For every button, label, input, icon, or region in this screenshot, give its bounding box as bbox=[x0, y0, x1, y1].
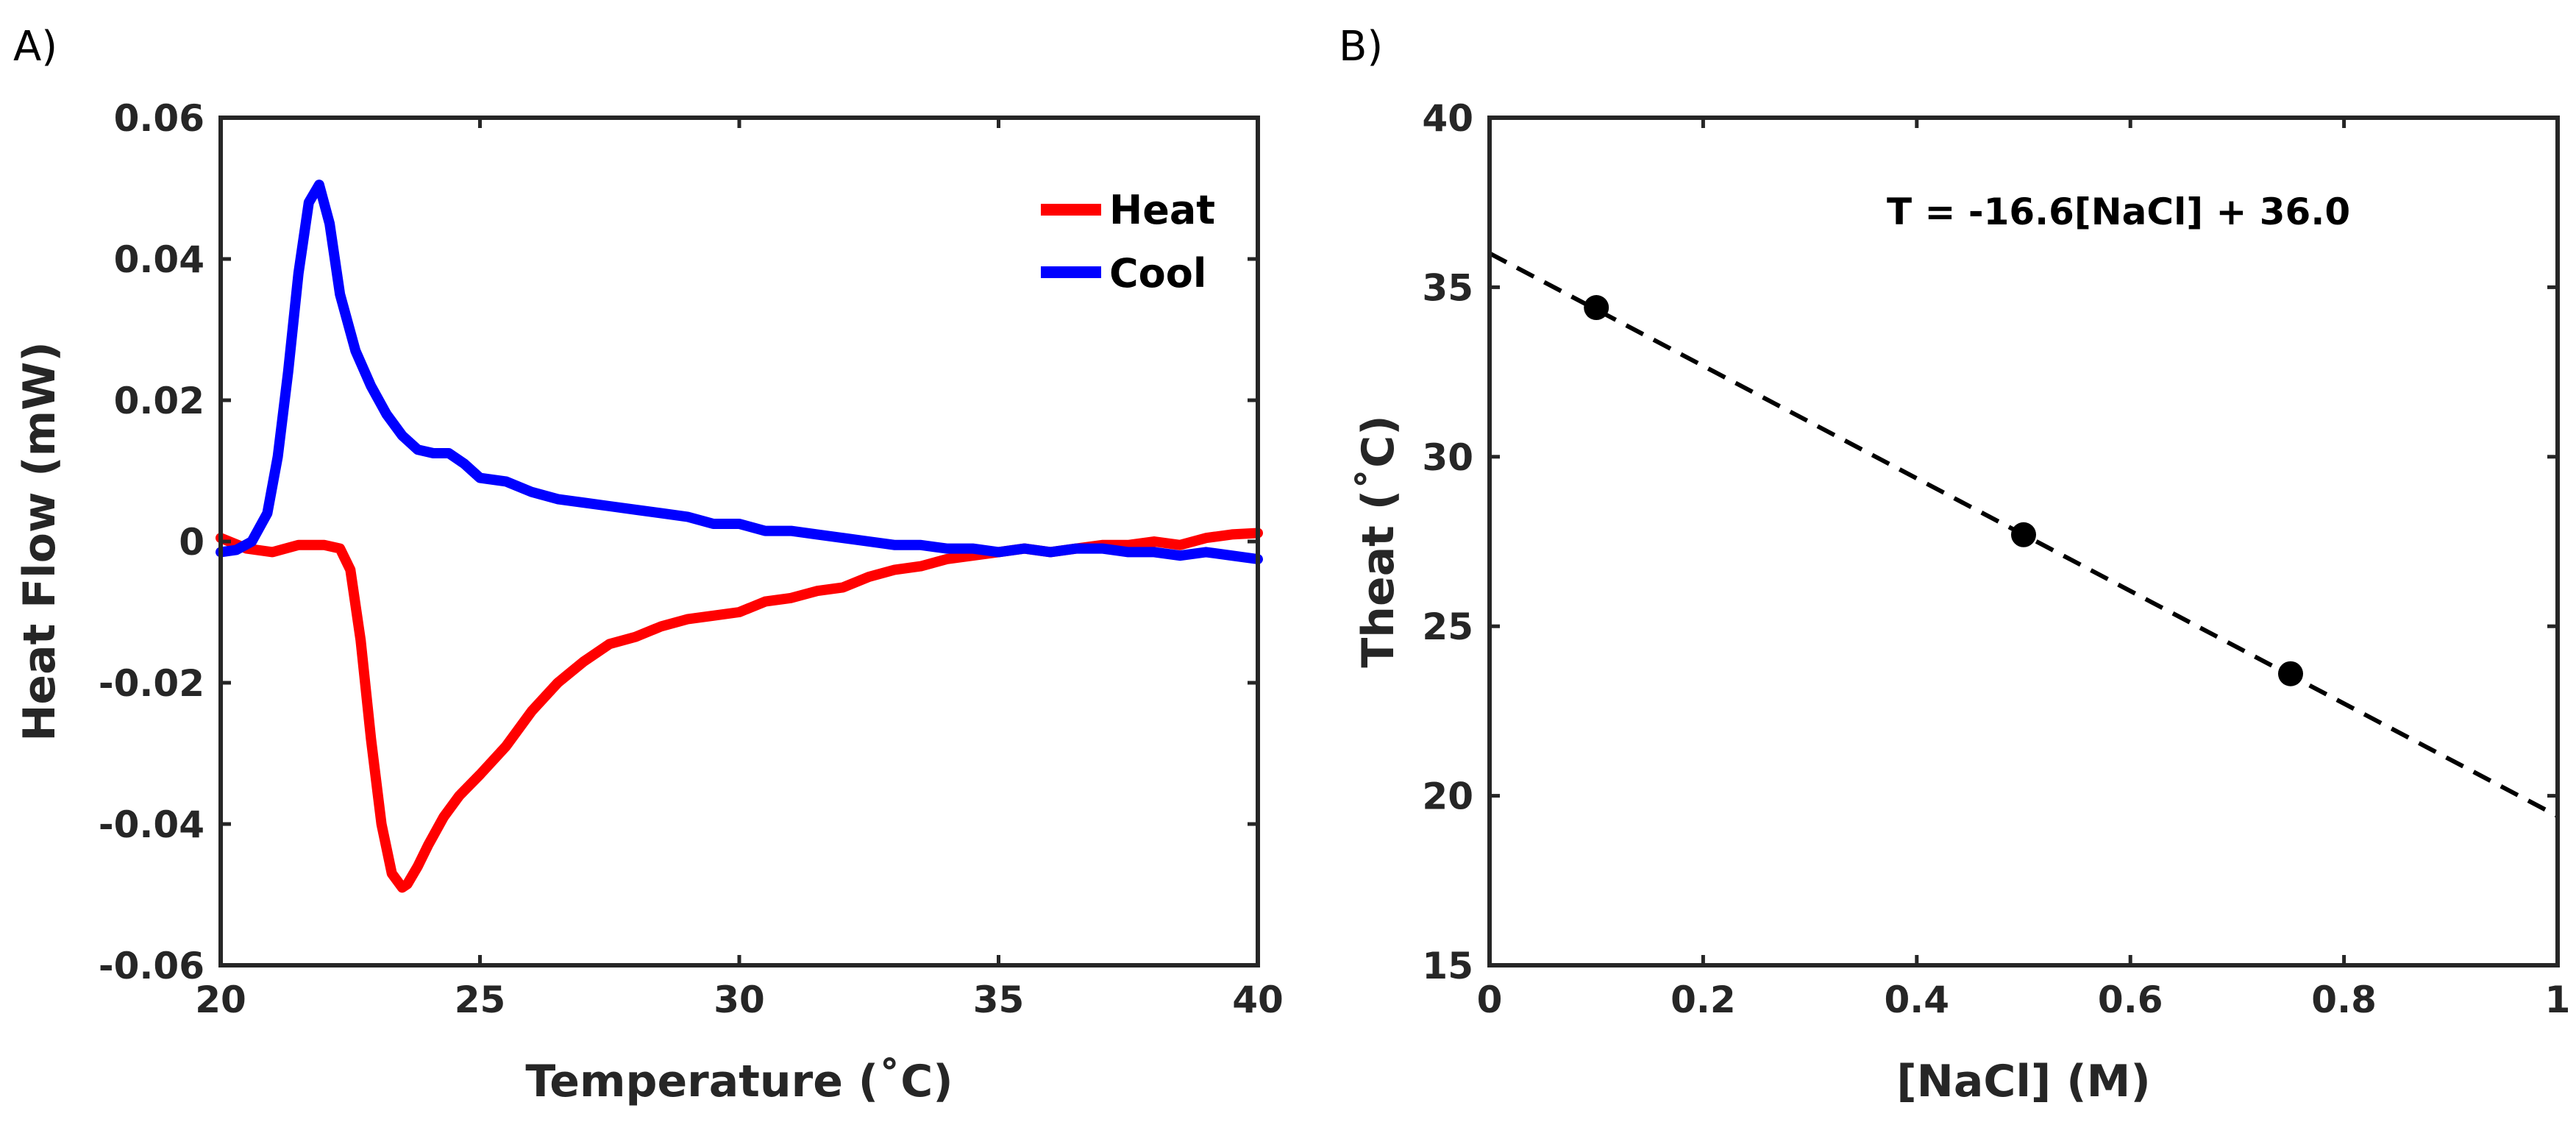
panel-b-x-tick-label: 0.6 bbox=[2098, 979, 2163, 1021]
series-line-cool bbox=[216, 180, 1263, 564]
panel-a-x-tick-label: 35 bbox=[973, 979, 1025, 1021]
panel-b-x-tick-label: 0 bbox=[1477, 979, 1503, 1021]
fit-equation-annotation: T = -16.6[NaCl] + 36.0 bbox=[1887, 191, 2350, 233]
panel-a-y-tick-label: -0.06 bbox=[99, 945, 204, 987]
panel-b-axes-box bbox=[1487, 116, 2560, 967]
panel-b-x-tick-label: 1 bbox=[2545, 979, 2571, 1021]
panel-b-y-ticks: 15 20 25 30 35 40 bbox=[1422, 97, 2558, 987]
panel-a-y-tick-label: -0.02 bbox=[99, 662, 204, 705]
panel-a-legend: Heat Cool bbox=[1041, 187, 1215, 297]
panel-b-points-group bbox=[1584, 295, 2303, 686]
panel-a-series-group bbox=[216, 180, 1263, 893]
panel-a-label: A) bbox=[13, 23, 57, 71]
panel-b-y-tick-label: 40 bbox=[1422, 97, 1473, 140]
panel-a-x-ticks: 20 25 30 35 40 bbox=[195, 118, 1284, 1021]
panel-b-x-axis-label: [NaCl] (M) bbox=[1896, 1056, 2151, 1107]
data-point bbox=[1584, 295, 1609, 321]
panel-a-y-tick-label: 0.04 bbox=[114, 238, 204, 281]
panel-b-label: B) bbox=[1339, 23, 1383, 71]
panel-a-y-tick-label: -0.04 bbox=[99, 803, 204, 846]
panel-a-y-axis-label: Heat Flow (mW) bbox=[14, 341, 65, 742]
panel-b-y-axis-label: Theat (˚C) bbox=[1353, 415, 1404, 667]
panel-a-x-tick-label: 40 bbox=[1232, 979, 1284, 1021]
panel-a-x-tick-label: 25 bbox=[455, 979, 506, 1021]
panel-a-x-axis-label: Temperature (˚C) bbox=[525, 1056, 953, 1107]
panel-b: B) 0 0.2 0.4 0.6 0.8 1 15 20 25 30 35 40 [NaCl] (M… bbox=[1339, 23, 2570, 1107]
panel-a-y-tick-label: 0 bbox=[179, 521, 204, 564]
legend-cool-label: Cool bbox=[1109, 250, 1206, 297]
panel-b-y-tick-label: 35 bbox=[1422, 266, 1473, 309]
panel-a-y-tick-label: 0.06 bbox=[114, 97, 204, 140]
panel-b-x-tick-label: 0.4 bbox=[1885, 979, 1950, 1021]
legend-heat-label: Heat bbox=[1109, 187, 1215, 233]
panel-b-x-ticks: 0 0.2 0.4 0.6 0.8 1 bbox=[1477, 118, 2571, 1021]
panel-a-y-tick-label: 0.02 bbox=[114, 380, 204, 422]
panel-b-y-tick-label: 20 bbox=[1422, 775, 1473, 818]
data-point bbox=[2011, 522, 2036, 547]
panel-b-y-tick-label: 25 bbox=[1422, 606, 1473, 648]
panel-b-y-tick-label: 30 bbox=[1422, 436, 1473, 479]
panel-a: A) 20 25 30 35 40 -0.06 -0.04 -0.02 0 0.02 0.04 0.… bbox=[13, 23, 1284, 1107]
panel-b-x-tick-label: 0.8 bbox=[2311, 979, 2377, 1021]
panel-a-y-ticks: -0.06 -0.04 -0.02 0 0.02 0.04 0.06 bbox=[99, 97, 1258, 987]
panel-a-x-tick-label: 20 bbox=[195, 979, 246, 1021]
panel-b-y-tick-label: 15 bbox=[1422, 945, 1473, 987]
panel-a-x-tick-label: 30 bbox=[714, 979, 765, 1021]
panel-b-x-tick-label: 0.2 bbox=[1671, 979, 1736, 1021]
data-point bbox=[2278, 661, 2303, 686]
